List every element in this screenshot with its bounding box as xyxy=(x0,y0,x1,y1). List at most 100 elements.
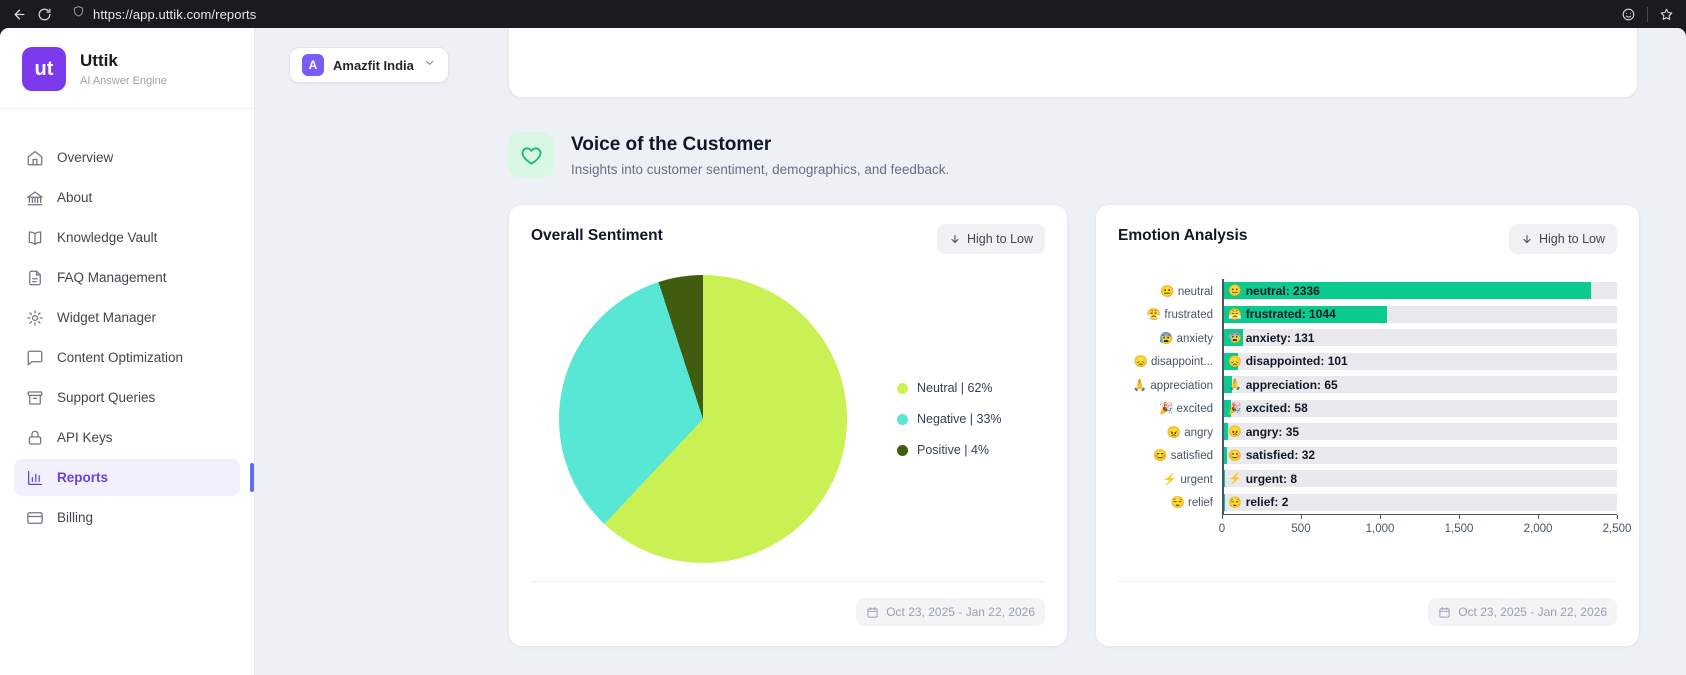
pie-legend: Neutral | 62% Negative | 33% Positive | 4% xyxy=(897,381,1002,457)
bar-row: ⚡ urgent ⚡ urgent: 8 xyxy=(1118,467,1617,491)
legend-label: Neutral | 62% xyxy=(917,381,993,395)
sidebar-item-faq-management[interactable]: FAQ Management xyxy=(14,259,240,296)
date-range-badge: Oct 23, 2025 - Jan 22, 2026 xyxy=(856,598,1045,626)
sidebar-item-billing[interactable]: Billing xyxy=(14,499,240,536)
bar-row: 😐 neutral 😐 neutral: 2336 xyxy=(1118,279,1617,303)
bar-value-label: 😊 satisfied: 32 xyxy=(1228,448,1316,463)
bar-value-label: 🎉 excited: 58 xyxy=(1228,401,1308,416)
browser-topbar: https://app.uttik.com/reports xyxy=(0,0,1686,28)
bar[interactable] xyxy=(1222,493,1225,511)
bar-track: 🎉 excited: 58 xyxy=(1222,399,1617,417)
bookmark-star-icon[interactable] xyxy=(1659,7,1674,22)
sidebar-item-widget-manager[interactable]: Widget Manager xyxy=(14,299,240,336)
section-title: Voice of the Customer xyxy=(571,133,772,155)
cards-row: Overall Sentiment High to Low Neutral | … xyxy=(508,204,1640,647)
date-range-text: Oct 23, 2025 - Jan 22, 2026 xyxy=(886,605,1035,619)
bar[interactable] xyxy=(1222,446,1228,464)
credit-card-icon xyxy=(26,509,44,527)
bar-value-label: 😠 angry: 35 xyxy=(1228,424,1300,439)
url-text: https://app.uttik.com/reports xyxy=(93,6,257,22)
bar[interactable] xyxy=(1222,470,1225,488)
app-window: ut Uttik AI Answer Engine Overview About K… xyxy=(0,28,1686,675)
chevron-down-icon xyxy=(423,56,436,74)
back-icon[interactable] xyxy=(12,7,27,22)
legend-dot xyxy=(897,444,908,456)
card-divider xyxy=(1118,581,1617,582)
sidebar-item-overview[interactable]: Overview xyxy=(14,139,240,176)
sort-high-to-low-button[interactable]: High to Low xyxy=(936,224,1045,254)
reports-section: Voice of the Customer Insights into cust… xyxy=(508,132,1640,647)
workspace-name: Amazfit India xyxy=(333,57,414,73)
x-tick-mark xyxy=(1459,515,1460,519)
bar-track: 🙏 appreciation: 65 xyxy=(1222,376,1617,394)
bar-emoji: 🎉 xyxy=(1228,402,1242,415)
url-bar[interactable]: https://app.uttik.com/reports xyxy=(72,5,1611,23)
bar-axis-label: ⚡ urgent xyxy=(1162,473,1213,486)
bar-track: 😊 satisfied: 32 xyxy=(1222,446,1617,464)
sidebar-item-about[interactable]: About xyxy=(14,179,240,216)
topbar-right xyxy=(1621,6,1674,22)
card-divider xyxy=(531,581,1045,582)
bar[interactable] xyxy=(1222,329,1243,347)
sort-high-to-low-button[interactable]: High to Low xyxy=(1508,224,1617,254)
bar-emoji: 😰 xyxy=(1228,332,1242,345)
bar[interactable] xyxy=(1222,376,1233,394)
active-indicator xyxy=(250,463,254,492)
sidebar-item-label: Billing xyxy=(57,510,94,525)
settings-icon xyxy=(26,309,44,327)
book-icon xyxy=(26,229,44,247)
building-icon xyxy=(26,189,44,207)
bar-value-label: 😞 disappointed: 101 xyxy=(1228,354,1348,369)
bar-emoji: 😠 xyxy=(1228,426,1242,439)
sort-label: High to Low xyxy=(966,232,1033,246)
site-info-icon[interactable] xyxy=(72,5,85,23)
arrow-down-icon xyxy=(1521,233,1533,245)
topbar-divider xyxy=(1647,6,1648,22)
section-subtitle: Insights into customer sentiment, demogr… xyxy=(571,161,950,177)
feedback-smiley-icon[interactable] xyxy=(1621,7,1636,22)
legend-label: Negative | 33% xyxy=(917,412,1002,426)
overall-sentiment-card: Overall Sentiment High to Low Neutral | … xyxy=(508,204,1068,647)
bar-track: 😞 disappointed: 101 xyxy=(1222,352,1617,370)
brand: ut Uttik AI Answer Engine xyxy=(0,28,254,109)
reload-icon[interactable] xyxy=(37,7,52,22)
document-icon xyxy=(26,269,44,287)
x-tick-mark xyxy=(1380,515,1381,519)
legend-item: Negative | 33% xyxy=(897,412,1002,426)
bar-track: 😤 frustrated: 1044 xyxy=(1222,305,1617,323)
bar[interactable] xyxy=(1222,352,1238,370)
main-content: A Amazfit India Voice of the Customer In… xyxy=(255,28,1686,675)
sidebar-item-label: Content Optimization xyxy=(57,350,184,365)
bar-track: 😐 neutral: 2336 xyxy=(1222,282,1617,300)
bar-axis-label: 😊 satisfied xyxy=(1153,450,1213,463)
emotion-bar-chart[interactable]: 😐 neutral 😐 neutral: 2336 😤 frustrated 😤 frus… xyxy=(1118,279,1631,540)
heart-icon xyxy=(508,132,554,178)
sidebar-item-api-keys[interactable]: API Keys xyxy=(14,419,240,456)
workspace-selector[interactable]: A Amazfit India xyxy=(289,47,449,83)
sidebar-item-content-optimization[interactable]: Content Optimization xyxy=(14,339,240,376)
sidebar-item-label: Knowledge Vault xyxy=(57,230,158,245)
x-tick-label: 1,000 xyxy=(1365,523,1395,535)
bar[interactable] xyxy=(1222,399,1232,417)
sentiment-pie-chart[interactable] xyxy=(559,275,847,563)
legend-dot xyxy=(897,382,908,394)
bar[interactable] xyxy=(1222,305,1387,323)
uttik-logo: ut xyxy=(22,47,66,91)
bar-track: 😠 angry: 35 xyxy=(1222,423,1617,441)
sidebar-item-reports[interactable]: Reports xyxy=(14,459,254,496)
app-name: Uttik xyxy=(80,51,118,70)
bar[interactable] xyxy=(1222,282,1592,300)
sidebar-item-label: About xyxy=(57,190,93,205)
sidebar-nav: Overview About Knowledge Vault FAQ Manageme… xyxy=(0,109,254,546)
bar[interactable] xyxy=(1222,423,1228,441)
date-range-text: Oct 23, 2025 - Jan 22, 2026 xyxy=(1458,605,1607,619)
sidebar-item-knowledge-vault[interactable]: Knowledge Vault xyxy=(14,219,240,256)
calendar-icon xyxy=(1438,606,1451,619)
bar-chart-icon xyxy=(26,469,44,487)
x-axis: 0 500 1,000 1,500 2,000 2,500 xyxy=(1219,514,1631,540)
workspace-logo: A xyxy=(302,54,324,76)
sidebar-item-support-queries[interactable]: Support Queries xyxy=(14,379,240,416)
emotion-analysis-card: Emotion Analysis High to Low 😐 neutral 😐 n… xyxy=(1095,204,1640,647)
bar-row: 😊 satisfied 😊 satisfied: 32 xyxy=(1118,444,1617,468)
